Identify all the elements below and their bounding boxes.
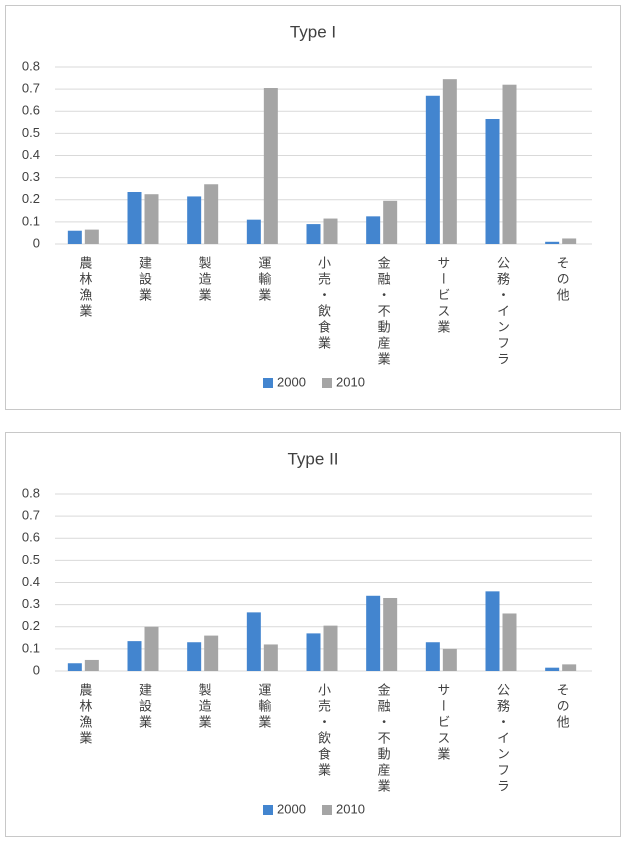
bar [67, 230, 82, 244]
bar [263, 644, 278, 671]
x-tick-label: 建設業 [137, 256, 152, 304]
bar [425, 642, 440, 671]
y-tick-label: 0.3 [22, 169, 40, 184]
bar [366, 595, 381, 671]
legend-swatch [263, 378, 273, 388]
x-tick-label: 公務・インフラ [495, 683, 510, 795]
chart-title: Type II [287, 449, 338, 468]
x-tick-label: 公務・インフラ [495, 256, 510, 368]
x-tick-label: 運輸業 [256, 683, 271, 731]
legend-swatch [322, 805, 332, 815]
bar [323, 625, 338, 671]
chart-title: Type I [290, 22, 336, 41]
chart-frame [5, 432, 621, 837]
bar [306, 224, 321, 244]
legend-label: 2000 [277, 374, 306, 389]
x-tick-label: 製造業 [197, 256, 212, 304]
x-tick-label: 小売・飲食業 [316, 683, 331, 779]
legend-label: 2010 [336, 801, 365, 816]
x-tick-label: 金融・不動産業 [376, 682, 391, 795]
bar [425, 95, 440, 244]
x-tick-label: サービス業 [435, 683, 450, 763]
bar [127, 641, 142, 671]
bar [127, 192, 142, 244]
x-tick-label: 製造業 [197, 683, 212, 731]
y-tick-label: 0.4 [22, 147, 40, 162]
bar [442, 79, 457, 244]
y-tick-label: 0.6 [22, 103, 40, 118]
bar [246, 219, 261, 244]
bar [383, 200, 398, 244]
bar [383, 597, 398, 671]
y-tick-label: 0.7 [22, 81, 40, 96]
bar [442, 648, 457, 671]
bar [306, 633, 321, 671]
bar [545, 667, 560, 671]
bar [144, 626, 159, 671]
x-tick-label: 運輸業 [256, 256, 271, 304]
bar [562, 664, 577, 671]
bar [204, 184, 219, 244]
x-tick-label: その他 [555, 683, 570, 731]
y-tick-label: 0.2 [22, 618, 40, 633]
bar [84, 659, 99, 671]
y-tick-label: 0.8 [22, 58, 40, 73]
bar [485, 591, 500, 671]
y-tick-label: 0.1 [22, 640, 40, 655]
legend-label: 2010 [336, 374, 365, 389]
bar [67, 663, 82, 671]
y-tick-label: 0.4 [22, 574, 40, 589]
bar [485, 118, 500, 244]
x-tick-label: 農林漁業 [77, 256, 92, 320]
bar [502, 613, 517, 671]
x-tick-label: その他 [555, 256, 570, 304]
y-tick-label: 0.5 [22, 552, 40, 567]
chart-frame [5, 5, 621, 410]
bar [562, 238, 577, 244]
x-tick-label: 建設業 [137, 683, 152, 731]
bar [545, 241, 560, 244]
y-tick-label: 0.6 [22, 530, 40, 545]
y-tick-label: 0.3 [22, 596, 40, 611]
y-tick-label: 0.7 [22, 508, 40, 523]
x-tick-label: 金融・不動産業 [376, 255, 391, 368]
y-tick-label: 0.1 [22, 213, 40, 228]
bar [187, 642, 202, 671]
legend-swatch [322, 378, 332, 388]
bar [144, 194, 159, 244]
legend-label: 2000 [277, 801, 306, 816]
y-tick-label: 0 [33, 235, 40, 250]
y-tick-label: 0.8 [22, 485, 40, 500]
y-tick-label: 0 [33, 662, 40, 677]
x-tick-label: 農林漁業 [77, 683, 92, 747]
y-tick-label: 0.2 [22, 191, 40, 206]
bar [84, 229, 99, 244]
y-tick-label: 0.5 [22, 125, 40, 140]
bar [366, 216, 381, 244]
bar [246, 612, 261, 671]
bar [263, 88, 278, 244]
bar [187, 196, 202, 244]
x-tick-label: サービス業 [435, 256, 450, 336]
bar [502, 84, 517, 244]
legend-swatch [263, 805, 273, 815]
x-tick-label: 小売・飲食業 [316, 256, 331, 352]
bar [204, 635, 219, 671]
bar [323, 218, 338, 244]
